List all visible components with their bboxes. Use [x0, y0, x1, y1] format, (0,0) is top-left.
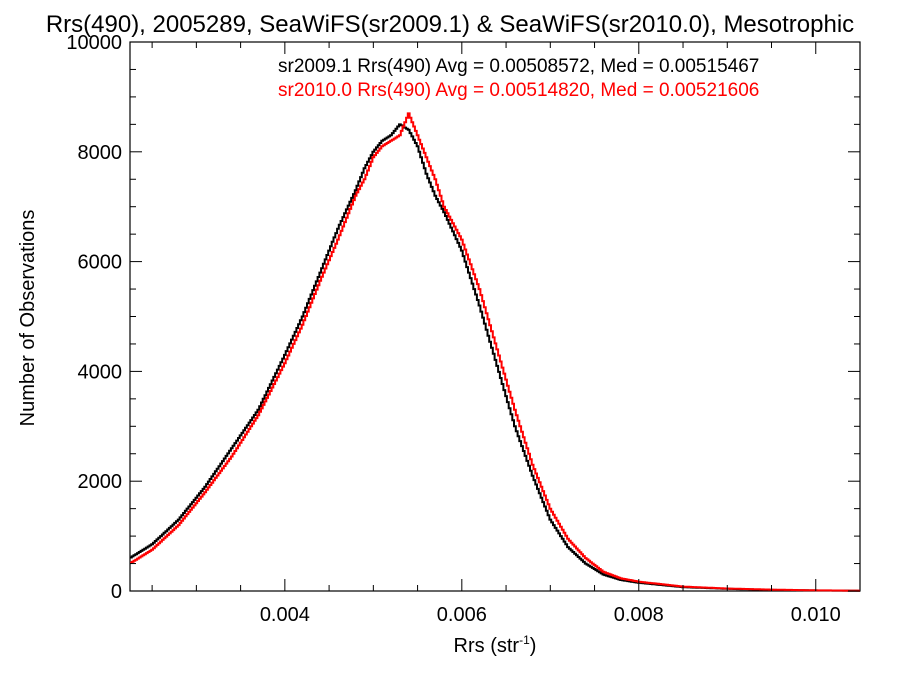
y-tick-label: 0	[111, 581, 122, 603]
y-axis: 0 2000 4000 6000 8000 10000	[66, 32, 860, 603]
chart-title: Rrs(490), 2005289, SeaWiFS(sr2009.1) & S…	[46, 11, 854, 38]
x-axis: 0.004 0.006 0.008 0.010	[151, 42, 841, 626]
y-tick-label: 4000	[78, 361, 123, 383]
series-annotation-sr2009: sr2009.1 Rrs(490) Avg = 0.00508572, Med …	[278, 56, 759, 77]
x-axis-label-tail: )	[530, 635, 537, 657]
x-tick-label: 0.008	[614, 604, 664, 626]
y-axis-label: Number of Observations	[17, 210, 39, 427]
y-tick-label: 8000	[78, 142, 123, 164]
x-tick-label: 0.006	[437, 604, 487, 626]
plot-border	[129, 41, 861, 592]
x-axis-label-main: Rrs (str	[454, 635, 520, 657]
x-axis-label: Rrs (str-1)	[454, 633, 537, 657]
series-annotation-sr2010: sr2010.0 Rrs(490) Avg = 0.00514820, Med …	[278, 80, 759, 101]
plot-frame	[129, 41, 861, 592]
series-line-sr2009.1	[130, 123, 860, 592]
y-tick-label: 10000	[66, 32, 122, 54]
x-tick-label: 0.010	[791, 604, 841, 626]
series-line-sr2010.0	[130, 112, 860, 592]
x-axis-label-sup: -1	[519, 633, 530, 647]
x-tick-label: 0.004	[260, 604, 310, 626]
series-layer	[130, 112, 860, 592]
y-tick-label: 6000	[78, 252, 123, 274]
y-tick-label: 2000	[78, 471, 123, 493]
